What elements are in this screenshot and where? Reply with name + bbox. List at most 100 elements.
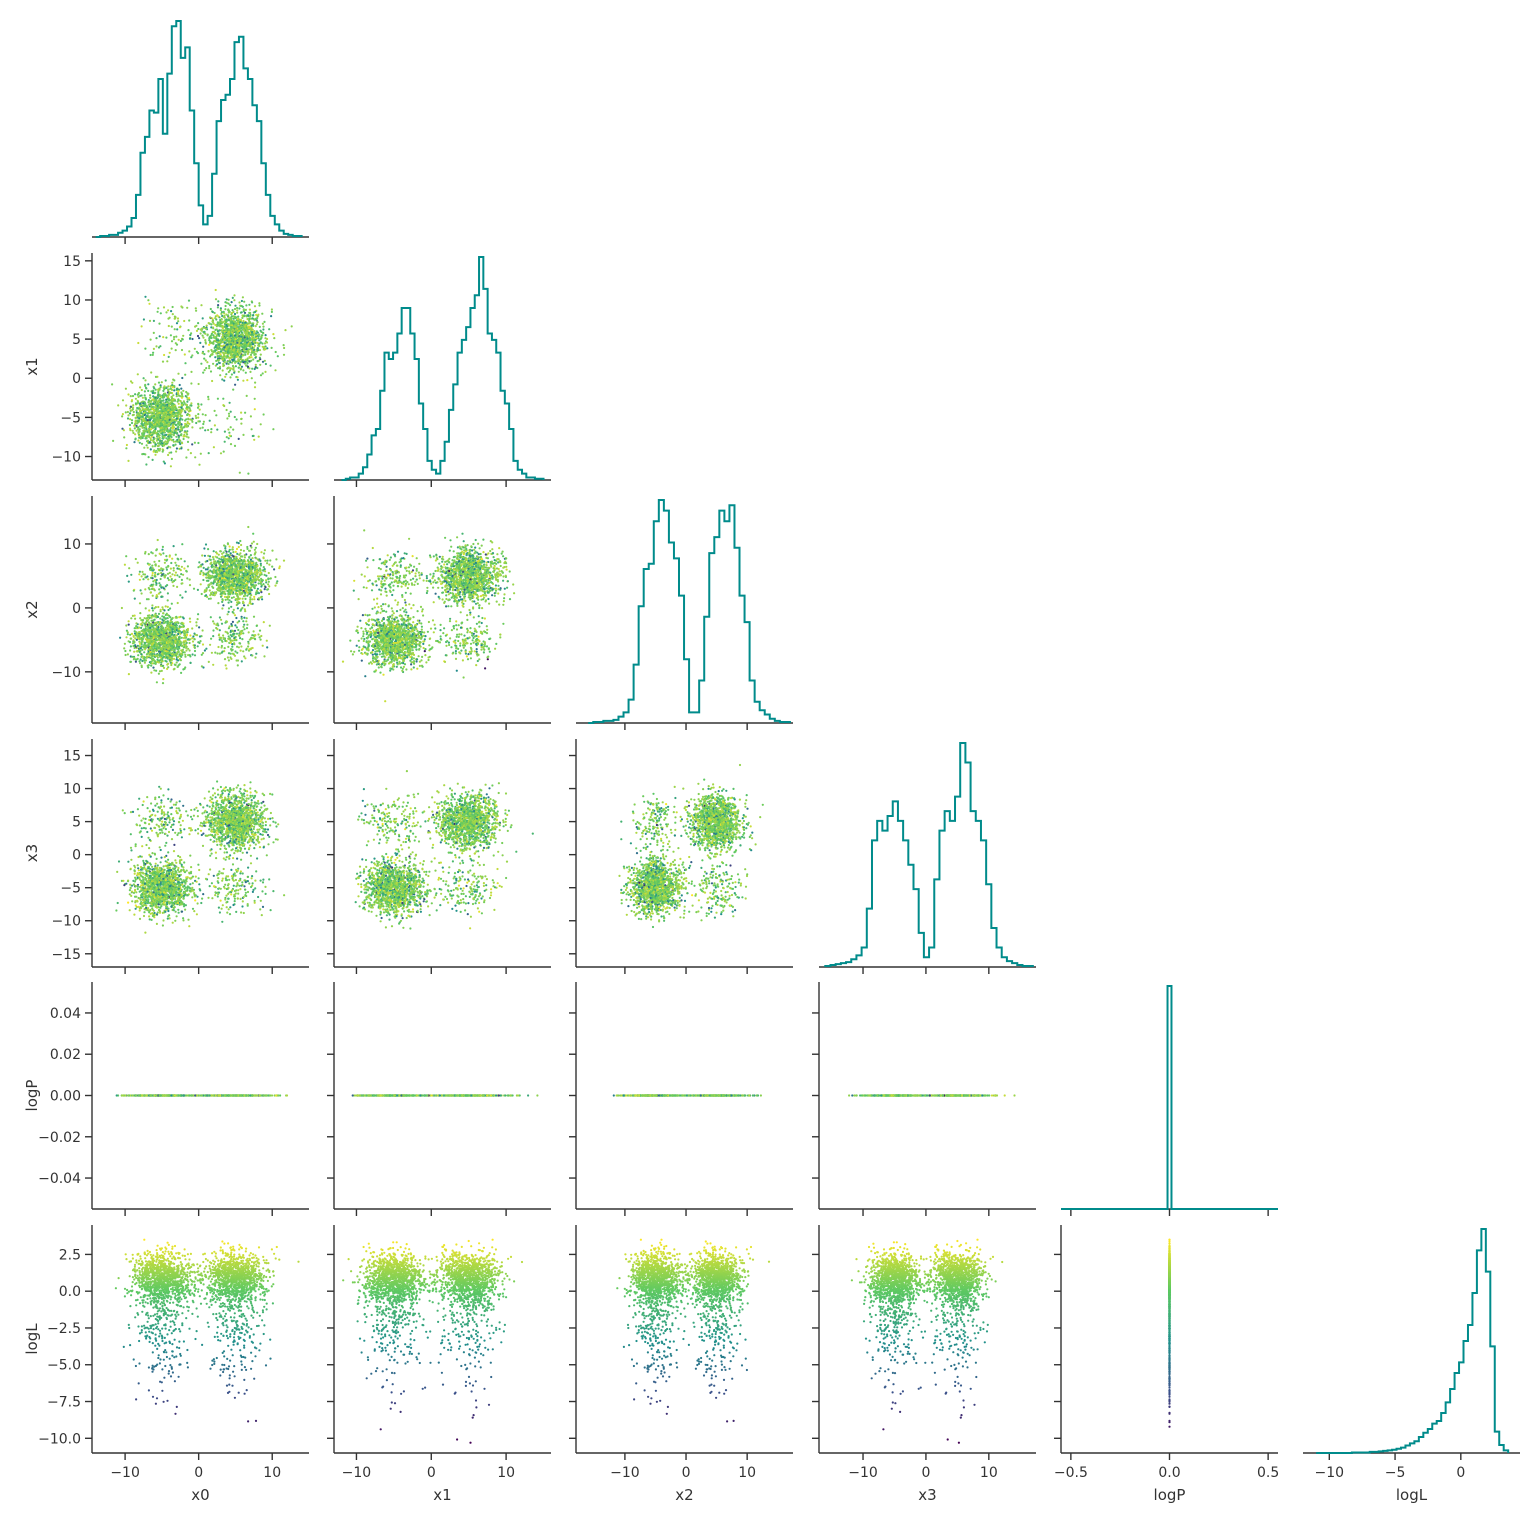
scatter-point bbox=[147, 423, 149, 425]
scatter-point bbox=[153, 409, 155, 411]
scatter-point bbox=[177, 441, 179, 443]
y-tick-label: 0 bbox=[72, 371, 81, 387]
scatter-point bbox=[222, 561, 224, 563]
scatter-point bbox=[276, 580, 278, 582]
scatter-point bbox=[268, 328, 270, 330]
scatter-point bbox=[263, 413, 265, 415]
scatter-point bbox=[195, 621, 197, 623]
scatter-point bbox=[158, 388, 160, 390]
scatter-point bbox=[247, 581, 249, 583]
scatter-point bbox=[264, 560, 266, 562]
scatter-point bbox=[183, 438, 185, 440]
scatter-point bbox=[221, 592, 223, 594]
scatter-point bbox=[264, 549, 266, 551]
scatter-point bbox=[207, 350, 209, 352]
scatter-point bbox=[255, 584, 257, 586]
scatter-point bbox=[237, 316, 239, 318]
scatter-point bbox=[240, 555, 242, 557]
scatter-point bbox=[169, 416, 171, 418]
scatter-point bbox=[249, 357, 251, 359]
scatter-point bbox=[214, 410, 216, 412]
scatter-point bbox=[229, 369, 231, 371]
scatter-point bbox=[249, 326, 251, 328]
y-tick-label: 0 bbox=[72, 601, 81, 617]
scatter-point bbox=[251, 574, 253, 576]
scatter-point bbox=[194, 442, 196, 444]
scatter-point bbox=[192, 653, 194, 655]
scatter-point bbox=[137, 396, 139, 398]
scatter-point bbox=[232, 573, 234, 575]
scatter-point bbox=[174, 444, 176, 446]
scatter-point bbox=[152, 352, 154, 354]
scatter-point bbox=[170, 387, 172, 389]
scatter-point bbox=[129, 412, 131, 414]
scatter-point bbox=[159, 443, 161, 445]
scatter-point bbox=[234, 362, 236, 364]
scatter-point bbox=[248, 333, 250, 335]
scatter-point bbox=[255, 325, 257, 327]
scatter-point bbox=[205, 367, 207, 369]
scatter-point bbox=[157, 396, 159, 398]
scatter-point bbox=[245, 372, 247, 374]
scatter-point bbox=[243, 602, 245, 604]
scatter-point bbox=[191, 426, 193, 428]
scatter-point bbox=[182, 338, 184, 340]
scatter-point bbox=[228, 586, 230, 588]
scatter-point bbox=[226, 368, 228, 370]
scatter-point bbox=[230, 426, 232, 428]
scatter-point bbox=[125, 636, 127, 638]
scatter-point bbox=[236, 312, 238, 314]
scatter-point bbox=[149, 394, 151, 396]
scatter-point bbox=[226, 583, 228, 585]
scatter-point bbox=[217, 346, 219, 348]
scatter-point bbox=[256, 323, 258, 325]
scatter-point bbox=[241, 336, 243, 338]
scatter-point bbox=[265, 345, 267, 347]
scatter-point bbox=[260, 596, 262, 598]
scatter-point bbox=[227, 428, 229, 430]
scatter-point bbox=[162, 665, 164, 667]
scatter-point bbox=[127, 414, 129, 416]
scatter-point bbox=[262, 326, 264, 328]
scatter-point bbox=[249, 341, 251, 343]
scatter-point bbox=[144, 348, 146, 350]
scatter-point bbox=[224, 342, 226, 344]
scatter-point bbox=[198, 405, 200, 407]
scatter-point bbox=[212, 556, 214, 558]
scatter-point bbox=[156, 411, 158, 413]
scatter-point bbox=[205, 594, 207, 596]
scatter-point bbox=[127, 631, 129, 633]
scatter-point bbox=[260, 591, 262, 593]
scatter-point bbox=[202, 427, 204, 429]
scatter-point bbox=[248, 318, 250, 320]
scatter-point bbox=[236, 553, 238, 555]
scatter-point bbox=[131, 419, 133, 421]
scatter-point bbox=[228, 329, 230, 331]
scatter-point bbox=[171, 427, 173, 429]
scatter-point bbox=[254, 567, 256, 569]
scatter-point bbox=[190, 332, 192, 334]
scatter-point bbox=[244, 324, 246, 326]
scatter-point bbox=[199, 409, 201, 411]
scatter-point bbox=[164, 418, 166, 420]
scatter-point bbox=[244, 354, 246, 356]
scatter-point bbox=[141, 394, 143, 396]
scatter-point bbox=[223, 583, 225, 585]
scatter-point bbox=[208, 344, 210, 346]
scatter-point bbox=[239, 592, 241, 594]
scatter-point bbox=[190, 402, 192, 404]
scatter-point bbox=[245, 344, 247, 346]
scatter-point bbox=[250, 568, 252, 570]
scatter-point bbox=[165, 434, 167, 436]
scatter-point bbox=[184, 411, 186, 413]
scatter-point bbox=[255, 364, 257, 366]
scatter-point bbox=[189, 634, 191, 636]
scatter-point bbox=[171, 326, 173, 328]
scatter-point bbox=[190, 356, 192, 358]
scatter-point bbox=[177, 399, 179, 401]
scatter-point bbox=[241, 360, 243, 362]
scatter-point bbox=[143, 318, 145, 320]
scatter-point bbox=[247, 338, 249, 340]
scatter-point bbox=[151, 424, 153, 426]
scatter-point bbox=[144, 390, 146, 392]
